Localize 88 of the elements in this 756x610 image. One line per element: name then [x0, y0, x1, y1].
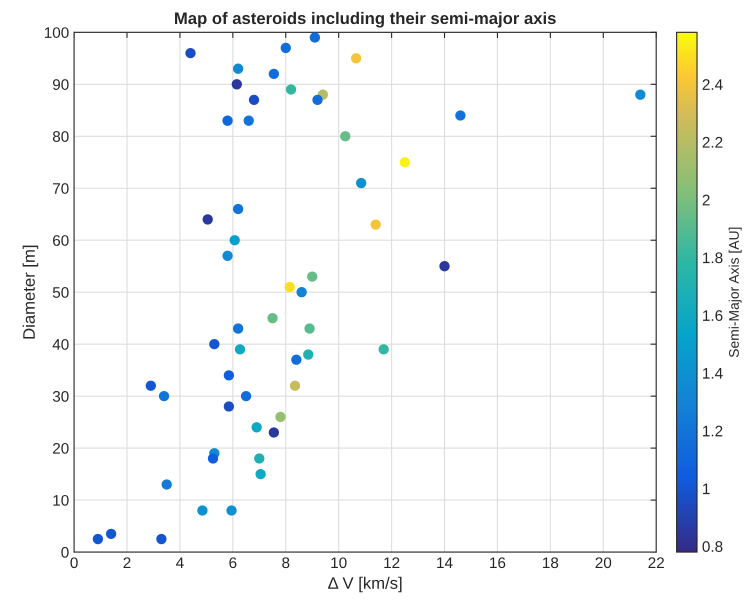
x-tick-label: 10 [331, 557, 347, 568]
x-tick-label: 18 [543, 557, 558, 568]
point [455, 110, 466, 121]
point [244, 116, 254, 126]
chart-title: Map of asteroids including their semi-major axis [175, 12, 556, 28]
point [208, 453, 218, 464]
point [252, 422, 262, 432]
point [156, 534, 167, 544]
x-tick-label: 16 [490, 557, 506, 568]
point [378, 344, 389, 355]
point [185, 48, 196, 58]
point [106, 528, 116, 540]
x-tick-label: 12 [384, 557, 400, 568]
y-tick-label: 40 [52, 339, 69, 350]
point [146, 380, 156, 391]
y-tick-label: 20 [53, 442, 69, 454]
point [286, 84, 296, 95]
point [158, 390, 170, 402]
point [224, 370, 234, 380]
point [234, 344, 246, 355]
x-tick-label: 0 [70, 557, 78, 568]
point [370, 219, 381, 230]
point [280, 42, 291, 54]
point [254, 453, 264, 464]
y-axis-title: Diameter [m] [22, 246, 38, 339]
color-bar-label: 2.2 [702, 136, 722, 148]
point [162, 479, 172, 490]
color-bar-label: 1.8 [703, 252, 722, 264]
x-tick-label: 6 [229, 557, 236, 568]
color-bar-label: 1.2 [703, 426, 722, 436]
point [209, 339, 220, 350]
point [232, 64, 244, 74]
x-tick-label: 22 [648, 557, 664, 568]
y-tick-label: 60 [53, 235, 69, 246]
point [268, 68, 280, 80]
y-tick-label: 90 [52, 79, 69, 90]
point [248, 94, 260, 106]
x-tick-label: 8 [282, 557, 290, 568]
y-tick-label: 100 [44, 27, 69, 38]
color-bar-label: 0.8 [702, 541, 722, 552]
point [226, 505, 237, 516]
point [304, 323, 315, 334]
point [222, 116, 233, 126]
point [296, 287, 307, 298]
y-tick-label: 30 [52, 391, 69, 402]
point [635, 90, 646, 100]
point [351, 53, 362, 64]
point [268, 427, 280, 438]
point [202, 214, 213, 225]
x-tick-label: 14 [437, 557, 453, 568]
y-tick-label: 80 [52, 131, 69, 142]
point [230, 235, 240, 246]
point [267, 313, 278, 324]
y-tick-label: 10 [53, 494, 69, 506]
point [400, 157, 410, 168]
point [240, 390, 252, 402]
x-axis-title: Δ V [km/s] [328, 576, 402, 592]
point [232, 204, 244, 214]
point [222, 250, 233, 261]
color-bar-label: 1.4 [703, 368, 723, 379]
point [284, 282, 295, 292]
x-tick-label: 4 [176, 557, 184, 568]
color-bar-label: 1.6 [703, 310, 722, 321]
point [275, 412, 286, 422]
point [232, 323, 244, 334]
point [197, 505, 208, 516]
y-tick-label: 0 [61, 546, 69, 558]
point [303, 349, 314, 360]
point [439, 261, 450, 272]
point [232, 79, 242, 90]
color-bar-label: 2 [702, 194, 710, 206]
y-tick-label: 70 [53, 183, 69, 194]
point [224, 401, 234, 412]
y-tick-label: 50 [52, 287, 69, 298]
x-tick-label: 2 [124, 557, 130, 568]
color-bar-label: 2.4 [702, 79, 723, 90]
point [290, 380, 300, 391]
point [307, 271, 318, 282]
point [255, 468, 266, 480]
point [310, 32, 320, 43]
point [312, 94, 323, 106]
point [340, 131, 350, 142]
point [291, 354, 302, 365]
point [92, 534, 104, 544]
x-tick-label: 20 [596, 557, 612, 568]
color-bar-label: 1 [703, 484, 710, 494]
color-bar-title: Semi-Major Axis [AU] [728, 228, 742, 358]
point [356, 178, 366, 188]
